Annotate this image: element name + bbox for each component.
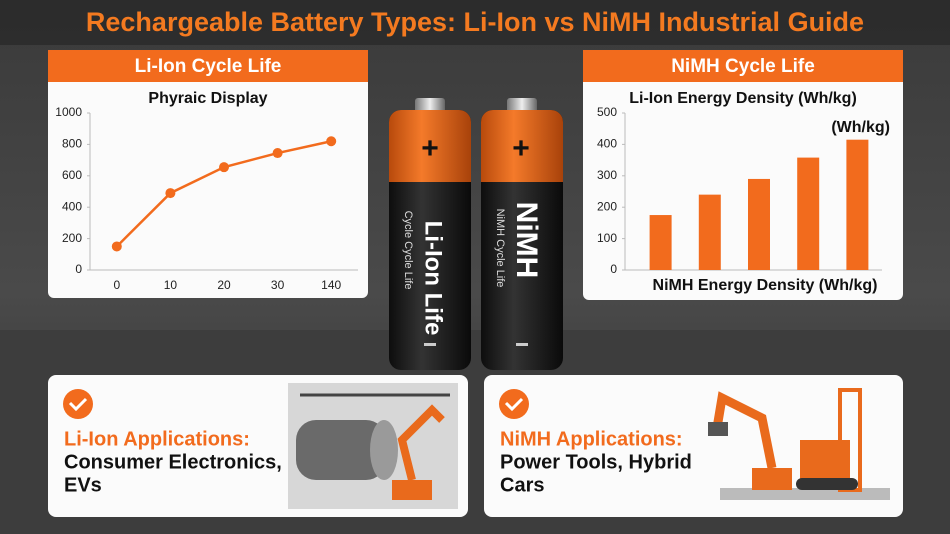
battery-sublabel: NiMH Cycle Life (494, 209, 506, 288)
y-tick-label: 600 (62, 168, 82, 182)
application-card: NiMH Applications: Power Tools, Hybrid C… (484, 375, 903, 517)
card-illustration (708, 388, 890, 500)
y-tick-label: 200 (62, 231, 82, 245)
bar (748, 178, 770, 270)
application-card: Li-Ion Applications: Consumer Electronic… (48, 375, 468, 517)
card-text: Consumer Electronics, (64, 451, 282, 473)
y-tick-label: 200 (597, 199, 617, 213)
page-title: Rechargeable Battery Types: Li-Ion vs Ni… (86, 7, 864, 37)
x-tick-label: 0 (113, 278, 120, 292)
y-tick-label: 400 (62, 199, 82, 213)
title-band (0, 0, 950, 45)
x-tick-label: 10 (164, 278, 178, 292)
bar (649, 215, 672, 270)
chart-title: Li-Ion Energy Density (Wh/kg) (629, 90, 857, 107)
point (219, 162, 229, 173)
card-text: EVs (64, 474, 102, 496)
card-heading: NiMH Applications: (500, 428, 683, 450)
y-tick-label: 300 (597, 168, 617, 182)
y-tick-label: 0 (610, 262, 617, 276)
bar (797, 157, 820, 270)
panel-header: Li-Ion Cycle Life (135, 56, 282, 77)
y-tick-label: 800 (62, 137, 82, 151)
point (326, 136, 337, 147)
y-tick-label: 500 (597, 105, 617, 119)
battery-terminal: + (512, 132, 530, 165)
x-axis-label: NiMH Energy Density (Wh/kg) (653, 277, 878, 294)
y-tick-label: 1000 (55, 105, 82, 119)
card-text: Power Tools, Hybrid (500, 451, 692, 473)
y-tick-label: 400 (597, 137, 617, 151)
card-text: Cars (500, 474, 544, 496)
battery: + NiMH NiMH Cycle Life (481, 98, 563, 370)
point (272, 148, 283, 159)
card-heading: Li-Ion Applications: (64, 428, 250, 450)
annotation: (Wh/kg) (831, 119, 890, 136)
x-tick-label: 20 (217, 278, 231, 292)
bar (698, 194, 721, 270)
point (111, 241, 122, 252)
battery-label: NiMH (510, 202, 543, 279)
y-tick-label: 0 (75, 262, 82, 276)
battery-label: Li-Ion Life (420, 221, 447, 336)
panel-header: NiMH Cycle Life (671, 56, 815, 77)
battery: + Li-Ion Life Cycle Cycle Life (389, 98, 471, 370)
panel-header-band (48, 50, 368, 82)
point (165, 188, 176, 199)
chart-title: Phyraic Display (148, 90, 267, 107)
card-illustration (288, 383, 458, 509)
battery-terminal: + (421, 132, 439, 165)
x-tick-label: 140 (321, 278, 341, 292)
panel-header-band (583, 50, 903, 82)
chart-panel: NiMH Cycle Life Li-Ion Energy Density (Wh… (583, 50, 903, 300)
y-tick-label: 100 (597, 231, 617, 245)
battery-sublabel: Cycle Cycle Life (402, 211, 414, 290)
x-tick-label: 30 (271, 278, 285, 292)
bar (846, 139, 869, 270)
